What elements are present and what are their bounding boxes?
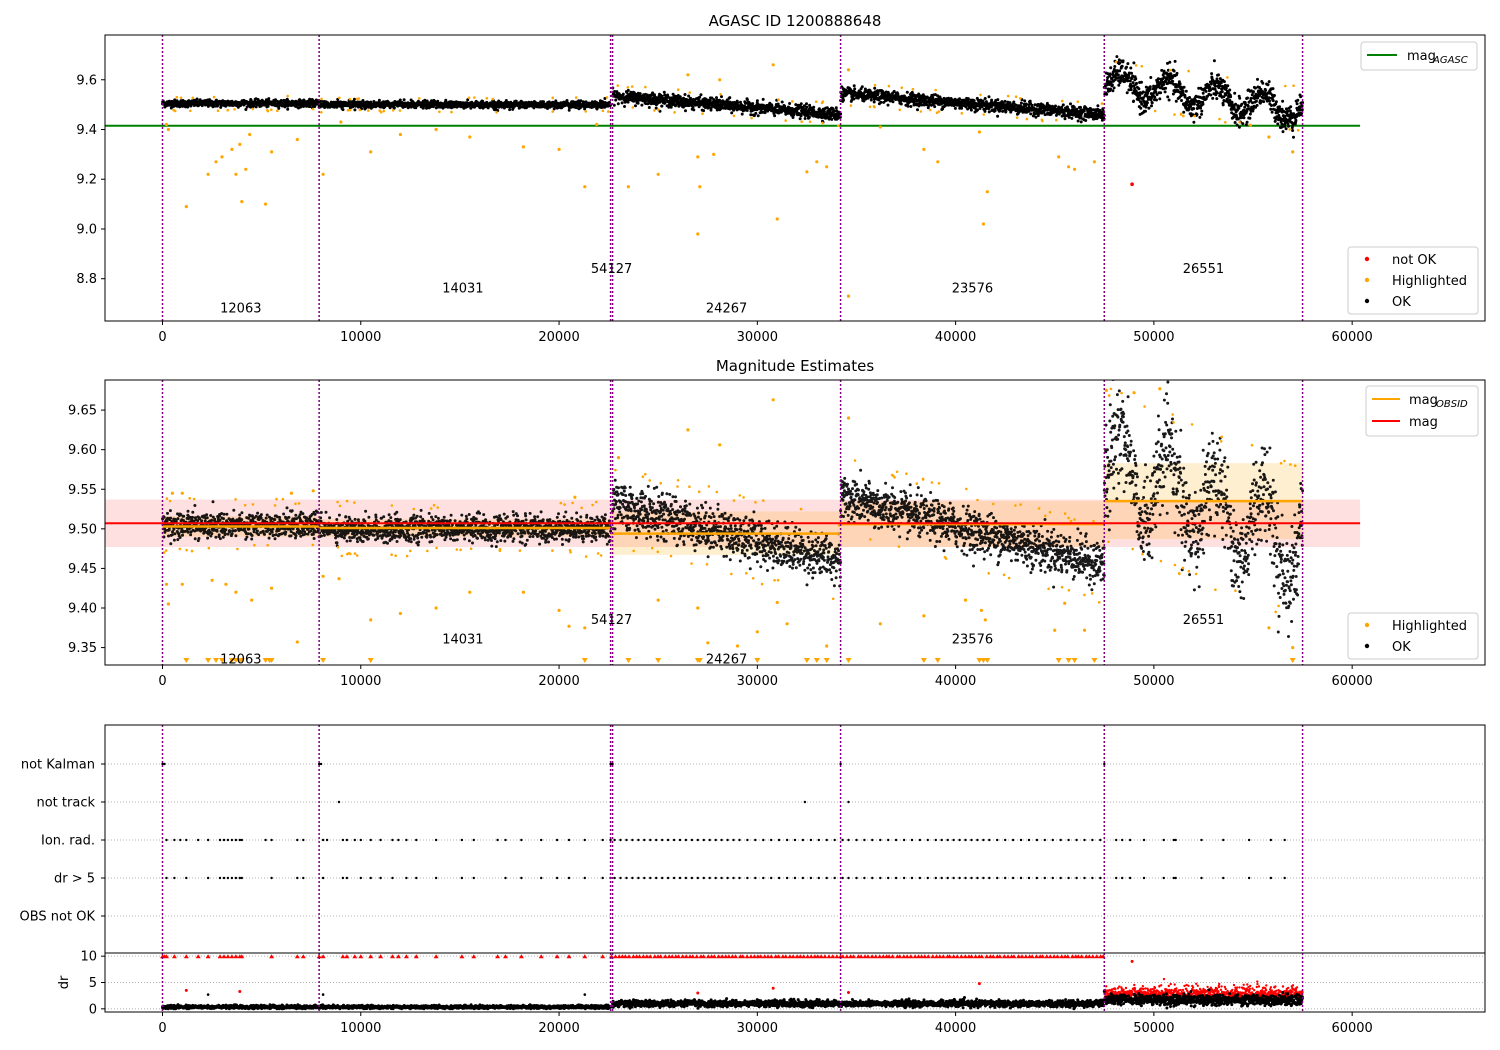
- obsid-label: 24267: [706, 652, 747, 667]
- flag-category-label: not Kalman: [21, 758, 95, 773]
- obsid-label: 26551: [1183, 613, 1224, 628]
- flag-points-3: [165, 876, 1286, 880]
- y-tick-label: 9.45: [68, 562, 97, 577]
- ok-points-12063: [161, 97, 321, 111]
- y-tick-label: 9.6: [76, 73, 97, 88]
- highlighted-band-points-12063: [162, 496, 315, 554]
- dr-red-band-points: [1103, 977, 1304, 999]
- y-tick-label: 9.35: [68, 641, 97, 656]
- plot-background: [105, 35, 1485, 321]
- legend-marker-highlighted: [1364, 622, 1370, 628]
- legend-label: Highlighted: [1392, 274, 1467, 289]
- obsid-label: 24267: [706, 302, 747, 317]
- obsid-label: 23576: [952, 633, 993, 648]
- x-tick-label: 60000: [1331, 674, 1372, 689]
- x-tick-label: 50000: [1133, 674, 1174, 689]
- x-tick-label: 60000: [1331, 1021, 1372, 1036]
- magnitude-estimates-panel: Magnitude Estimates 12063 14031 54127 24267…: [68, 357, 1486, 689]
- obsid-label: 26551: [1183, 262, 1224, 277]
- x-tick-label: 40000: [935, 1021, 976, 1036]
- y-tick-label: 9.2: [76, 173, 97, 188]
- legend-marker-ok: [1364, 643, 1370, 649]
- magnitude-legend-bottom: [1347, 612, 1479, 660]
- ok-points-26551: [1102, 55, 1305, 139]
- y-tick-label: 9.40: [68, 602, 97, 617]
- not-ok-points: [1130, 182, 1134, 187]
- dr-panel: 0 10000 20000 30000 40000 50000 60000 0 5 10 dr: [57, 950, 1486, 1036]
- x-tick-label: 20000: [538, 330, 579, 345]
- y-tick-label: 8.8: [76, 272, 97, 287]
- y-tick-label: 9.4: [76, 123, 97, 138]
- clipped-low-markers: [183, 658, 1296, 663]
- legend-label: mag: [1409, 415, 1438, 430]
- flag-category-label: not track: [36, 796, 95, 811]
- flag-category-label: OBS not OK: [20, 910, 96, 925]
- y-tick-label: 9.65: [68, 404, 97, 419]
- y-tick-label: 9.50: [68, 522, 97, 537]
- ok-points-14031: [317, 97, 613, 113]
- legend-marker-highlighted: [1364, 277, 1370, 283]
- flag-category-label: Ion. rad.: [41, 834, 95, 849]
- y-tick-label: 0: [89, 1002, 97, 1017]
- x-tick-label: 60000: [1331, 330, 1372, 345]
- obsid-label: 12063: [220, 652, 261, 667]
- agasc-panel: AGASC ID 1200888648 12063 14031 54127 24267…: [76, 12, 1486, 345]
- flag-category-label: dr > 5: [54, 872, 95, 887]
- magnitude-axes-frame: [104, 379, 1486, 666]
- obsid-label: 14031: [442, 282, 483, 297]
- agasc-legend-bottom: [1347, 246, 1479, 315]
- dr-clipped-high-markers: [160, 954, 1106, 959]
- dr-axis-label: dr: [57, 975, 72, 989]
- ok-points-23576: [839, 468, 1106, 592]
- legend-label: Highlighted: [1392, 619, 1467, 634]
- legend-label: mag: [1409, 393, 1438, 408]
- agasc-panel-title: AGASC ID 1200888648: [709, 12, 882, 30]
- x-tick-label: 10000: [340, 674, 381, 689]
- obsid-label: 23576: [952, 282, 993, 297]
- legend-label-mag: mag: [1407, 49, 1436, 64]
- flags-panel: not Kalman not track Ion. rad. dr > 5 OBS no…: [20, 724, 1486, 954]
- magnitude-estimates-title: Magnitude Estimates: [716, 357, 874, 375]
- x-tick-label: 0: [158, 330, 166, 345]
- y-tick-label: 9.0: [76, 222, 97, 237]
- x-tick-label: 30000: [737, 674, 778, 689]
- legend-label: OK: [1392, 640, 1411, 655]
- x-tick-label: 20000: [538, 1021, 579, 1036]
- obsid-label: 12063: [220, 302, 261, 317]
- obsid-label: 54127: [591, 613, 632, 628]
- y-tick-label: 9.60: [68, 443, 97, 458]
- dr-points-1: [611, 996, 1106, 1011]
- legend-marker-ok: [1364, 298, 1370, 304]
- ok-points-23576: [839, 84, 1106, 124]
- x-tick-label: 40000: [935, 330, 976, 345]
- dr-points-0: [161, 1003, 612, 1011]
- y-tick-label: 9.55: [68, 483, 97, 498]
- y-tick-label: 5: [89, 976, 97, 991]
- legend-label: OK: [1392, 295, 1411, 310]
- legend-marker-not-ok: [1364, 256, 1370, 262]
- x-tick-label: 30000: [737, 1021, 778, 1036]
- agasc-axes-frame: [104, 34, 1486, 322]
- legend-sub-agasc: AGASC: [1432, 55, 1468, 66]
- x-tick-label: 40000: [935, 674, 976, 689]
- x-tick-label: 0: [158, 1021, 166, 1036]
- flag-points-2: [165, 838, 1286, 842]
- x-tick-label: 50000: [1133, 330, 1174, 345]
- x-tick-label: 30000: [737, 330, 778, 345]
- legend-sub-obsid: OBSID: [1436, 399, 1468, 410]
- x-tick-label: 0: [158, 674, 166, 689]
- y-tick-label: 10: [80, 950, 97, 965]
- x-tick-label: 50000: [1133, 1021, 1174, 1036]
- agasc-legend-top: [1360, 41, 1478, 71]
- x-tick-label: 10000: [340, 330, 381, 345]
- obsid-label: 54127: [591, 262, 632, 277]
- dr-points-2: [1102, 988, 1304, 1010]
- x-tick-label: 20000: [538, 674, 579, 689]
- obsid-label: 14031: [442, 633, 483, 648]
- ok-points-54127: [611, 86, 843, 124]
- x-tick-label: 10000: [340, 1021, 381, 1036]
- legend-label: not OK: [1392, 253, 1437, 268]
